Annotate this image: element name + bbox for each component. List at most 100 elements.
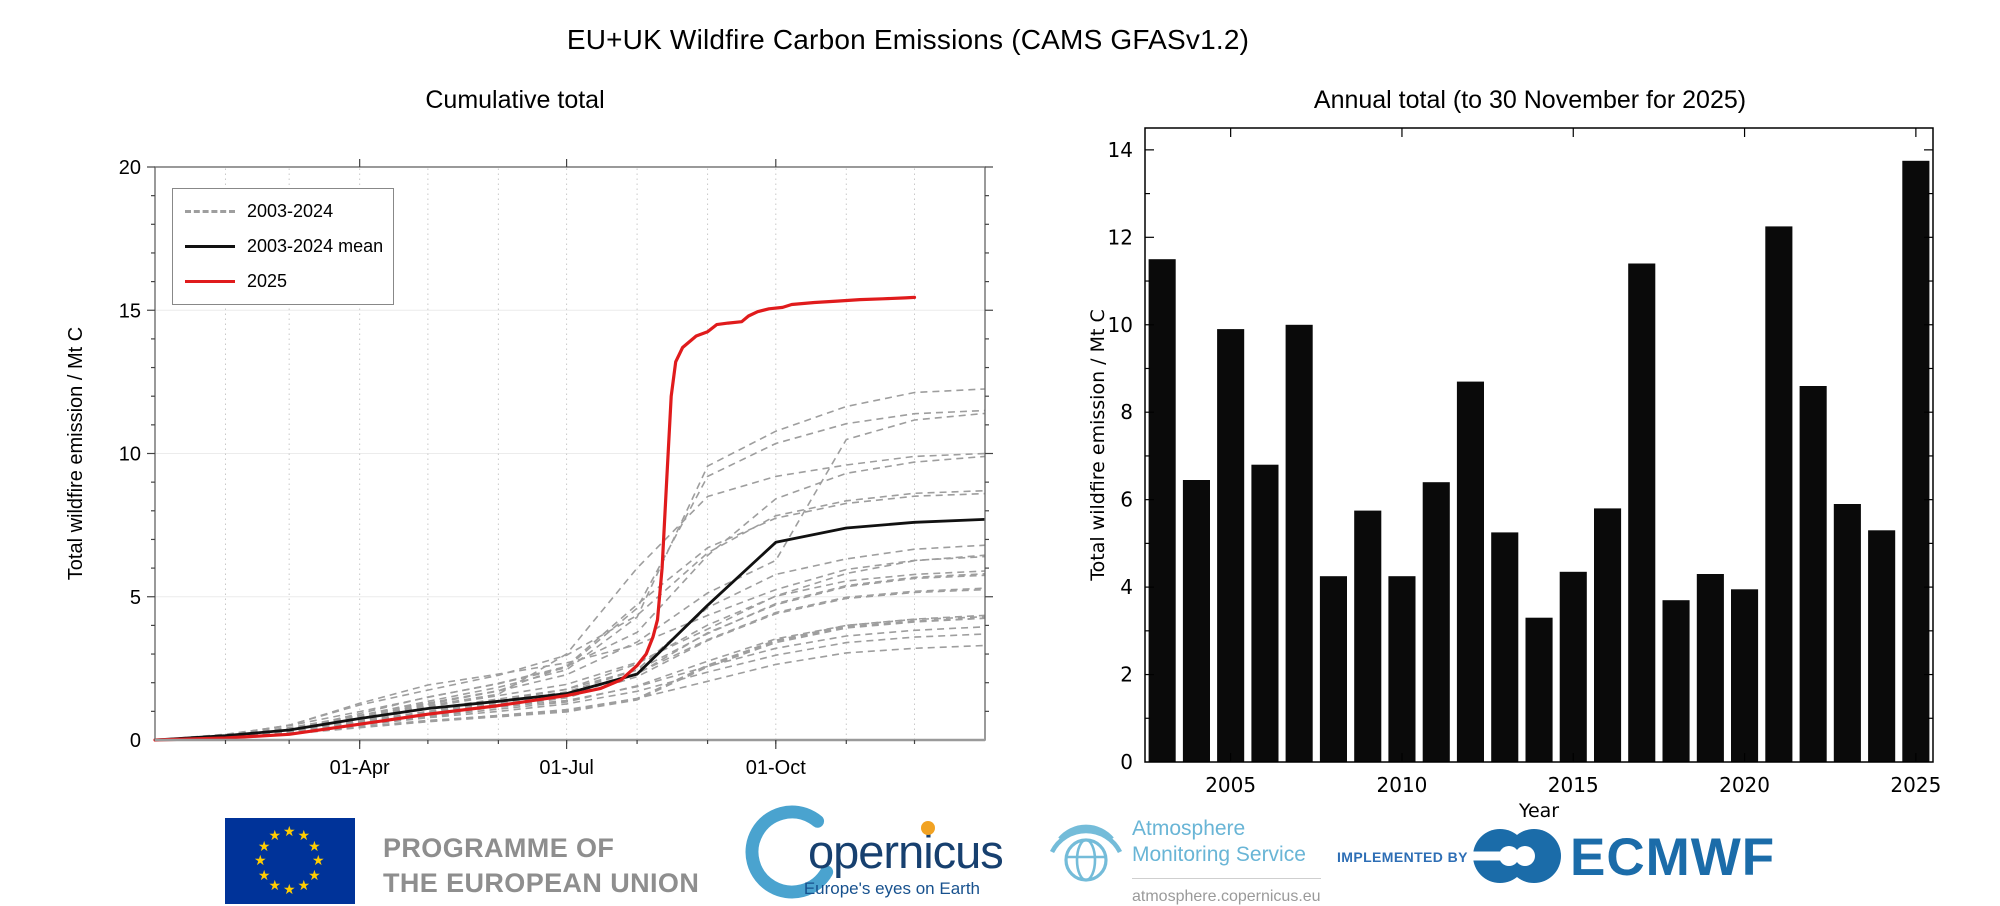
annual-bar-chart: 0 2 4 6 8 10 12 14 2005 2010 2015 2020 2025 Year Total… (1087, 127, 1941, 822)
bar-2021 (1765, 226, 1793, 762)
eu-programme-line1: PROGRAMME OF (383, 833, 615, 863)
copernicus-sun-dot-icon (921, 821, 935, 835)
x-tick-label: 01-Jul (539, 757, 593, 779)
ensemble-line-2021 (154, 388, 986, 741)
axis-labels: 0 2 4 6 8 10 12 14 2005 2010 2015 2020 2025 Year Total… (1087, 138, 1941, 822)
bar-2011 (1422, 482, 1450, 762)
eu-star-icon: ★ (268, 826, 282, 843)
annual-chart-title: Annual total (to 30 November for 2025) (1313, 86, 1747, 114)
x-tick-label: 01-Apr (330, 757, 390, 779)
y-axis-label: Total wildfire emission / Mt C (65, 327, 87, 580)
legend-line-solid-black (185, 245, 235, 248)
bar-2009 (1354, 510, 1382, 762)
eu-star-icon: ★ (257, 866, 271, 883)
eu-star-icon: ★ (308, 866, 321, 883)
bar-2017 (1628, 263, 1656, 762)
mean-line (154, 518, 986, 742)
cumulative-line-chart: 0 5 10 15 20 01-Apr 01-Jul 01-Oct Total wildfire… (65, 157, 993, 779)
atmosphere-monitoring-service-text: Atmosphere Monitoring Service atmosphere… (1132, 816, 1321, 906)
ensemble-line-2015 (154, 614, 986, 741)
x-tick-label: 2020 (1719, 773, 1770, 797)
implemented-by-label: IMPLEMENTED BY (1337, 849, 1468, 865)
eu-star-icon: ★ (254, 852, 267, 868)
bar-2013 (1491, 532, 1519, 762)
atmosphere-globe-icon (1049, 824, 1123, 882)
ensemble-line-2011 (154, 555, 986, 741)
chart-legend: 2003-2024 2003-2024 mean 2025 (172, 188, 394, 305)
eu-star-icon: ★ (297, 877, 311, 894)
bar-2015 (1559, 571, 1587, 762)
ams-url: atmosphere.copernicus.eu (1132, 878, 1321, 906)
bar-2006 (1251, 464, 1279, 762)
legend-row-2025: 2025 (185, 271, 381, 292)
legend-line-dashed-gray (185, 210, 235, 213)
y-tick-label: 2 (1120, 663, 1133, 687)
axis-ticks (1145, 128, 1933, 762)
axis-ticks (147, 159, 993, 749)
eu-star-icon: ★ (268, 877, 282, 894)
ensemble-line-2018 (154, 633, 986, 741)
bar-2016 (1594, 508, 1622, 762)
bar-2022 (1799, 386, 1827, 762)
y-tick-label: 14 (1108, 138, 1133, 162)
ensemble-line-2022 (154, 492, 986, 741)
ensemble-line-2008 (154, 617, 986, 741)
legend-row-ensemble: 2003-2024 (185, 201, 381, 222)
bar-2007 (1285, 324, 1313, 762)
copernicus-logo: opernicus Europe's eyes on Earth (745, 805, 1004, 899)
eu-star-icon: ★ (283, 881, 296, 897)
bars (1148, 160, 1930, 763)
ensemble-line-2017 (154, 412, 986, 741)
eu-star-icon: ★ (257, 837, 271, 854)
ensemble-line-2019 (154, 616, 986, 741)
copernicus-wordmark: opernicus (808, 825, 1003, 878)
ensemble-line-2004 (154, 554, 986, 741)
legend-label: 2025 (247, 271, 288, 291)
line-2025 (153, 295, 917, 742)
ensemble-line-2020 (154, 626, 986, 741)
bar-2020 (1731, 589, 1759, 762)
bar-2018 (1662, 600, 1690, 762)
bar-2008 (1319, 576, 1347, 762)
legend-row-mean: 2003-2024 mean (185, 236, 384, 257)
bar-2023 (1833, 504, 1861, 762)
x-tick-label: 2005 (1205, 773, 1256, 797)
x-tick-label: 01-Oct (746, 757, 806, 779)
y-tick-label: 10 (119, 444, 141, 466)
ensemble-lines (154, 388, 986, 741)
bar-2012 (1456, 381, 1484, 762)
ams-line2: Monitoring Service (1132, 843, 1306, 866)
ensemble-line-2009 (154, 574, 986, 741)
eu-flag-logo: ★ ★ ★ ★ ★ ★ ★ ★ ★ ★ ★ ★ (225, 818, 355, 904)
cumulative-chart-title: Cumulative total (425, 86, 605, 114)
legend-label: 2003-2024 (247, 201, 334, 221)
y-tick-label: 8 (1120, 400, 1133, 424)
ensemble-line-2012 (154, 489, 986, 741)
bar-2010 (1388, 576, 1416, 762)
x-axis-label: Year (1518, 800, 1559, 822)
page-title: EU+UK Wildfire Carbon Emissions (CAMS GF… (566, 24, 1250, 55)
bar-2003 (1148, 259, 1176, 762)
bar-2019 (1696, 574, 1724, 762)
eu-star-icon: ★ (297, 826, 311, 843)
plot-frame (1144, 127, 1934, 763)
y-tick-label: 5 (130, 587, 141, 609)
eu-programme-line2: THE EUROPEAN UNION (383, 868, 700, 898)
copernicus-crescent-icon (745, 805, 839, 899)
eu-star-icon: ★ (308, 837, 321, 854)
y-tick-label: 20 (119, 157, 141, 179)
ensemble-line-2006 (154, 544, 986, 741)
y-tick-label: 15 (119, 300, 141, 322)
legend-label: 2003-2024 mean (247, 236, 384, 256)
x-tick-label: 2015 (1548, 773, 1599, 797)
bar-2004 (1182, 480, 1210, 762)
y-tick-label: 4 (1120, 575, 1133, 599)
bar-2025 (1902, 160, 1930, 763)
y-tick-label: 0 (1120, 750, 1133, 774)
ensemble-line-2016 (154, 573, 986, 741)
ensemble-line-2010 (154, 617, 986, 741)
copernicus-tagline: Europe's eyes on Earth (804, 879, 980, 898)
ams-line1: Atmosphere (1132, 817, 1246, 840)
bar-2014 (1525, 617, 1553, 762)
bar-2005 (1217, 329, 1245, 762)
